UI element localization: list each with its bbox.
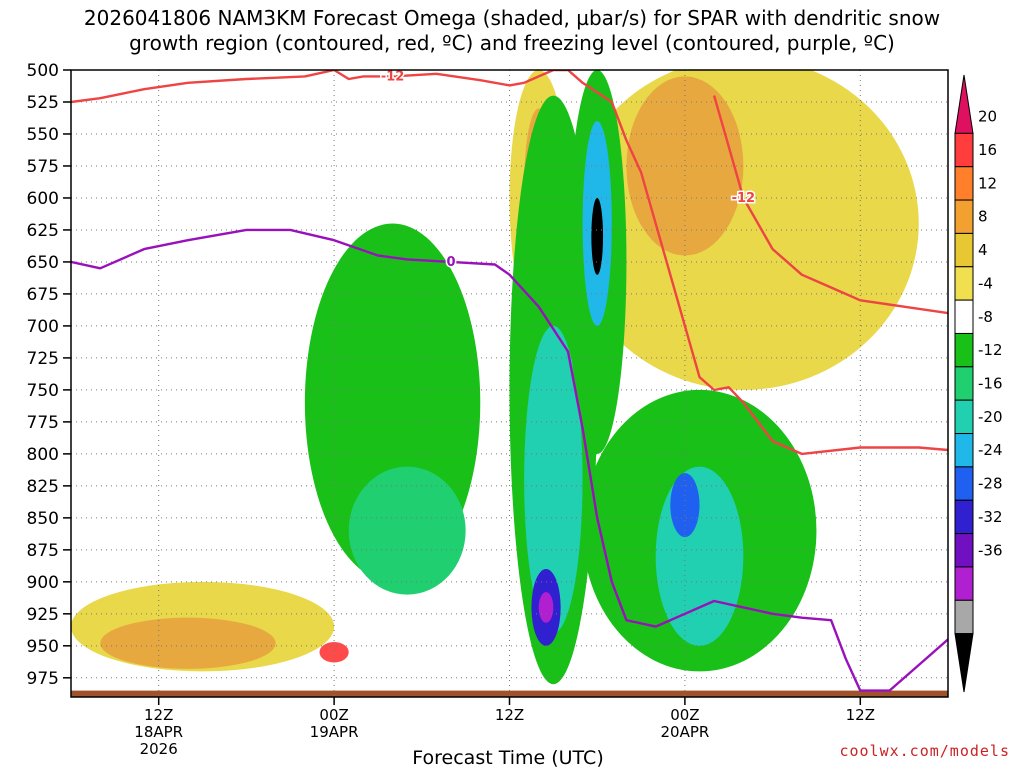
y-tick-525: 525 (27, 93, 59, 113)
y-tick-775: 775 (27, 413, 59, 433)
omega-region-10 (524, 325, 583, 634)
contour-2 (71, 228, 948, 692)
colorbar-swatch-10 (954, 433, 974, 468)
colorbar-swatch-2 (954, 166, 974, 201)
y-tick-950: 950 (27, 637, 59, 657)
omega-region-2 (319, 641, 349, 663)
colorbar-label--8: -8 (978, 308, 993, 326)
colorbar-swatch-6 (954, 299, 974, 334)
colorbar-swatch-13 (954, 533, 974, 568)
colorbar-label--36: -36 (978, 541, 1003, 559)
colorbar-swatch-9 (954, 399, 974, 435)
colorbar-swatch-7 (954, 332, 974, 368)
x-tick-42-line1: 00Z (670, 706, 699, 724)
x-tick-30-line1: 12Z (495, 706, 524, 724)
colorbar-swatch-1 (954, 132, 974, 168)
colorbar-bottom-arrow (954, 633, 974, 693)
colorbar-label-12: 12 (978, 174, 997, 192)
omega-shading (71, 70, 919, 685)
x-tick-6-line3: 2026 (140, 740, 178, 758)
colorbar-label-8: 8 (978, 208, 988, 226)
colorbar-swatch-5 (954, 266, 974, 301)
colorbar-swatch-4 (954, 232, 974, 268)
contour-0 (71, 70, 948, 456)
contour-label-1: -12 (732, 191, 756, 206)
chart-title-line1: 2026041806 NAM3KM Forecast Omega (shaded… (84, 6, 940, 30)
y-tick-925: 925 (27, 605, 59, 625)
x-tick-18-line1: 00Z (319, 706, 348, 724)
y-tick-750: 750 (27, 381, 59, 401)
x-tick-6-line1: 12Z (144, 706, 173, 724)
y-tick-600: 600 (27, 189, 59, 209)
y-tick-675: 675 (27, 285, 59, 305)
x-axis-title: Forecast Time (UTC) (412, 747, 603, 768)
contour-label-2: 0 (447, 255, 456, 270)
y-tick-625: 625 (27, 221, 59, 241)
y-tick-725: 725 (27, 349, 59, 369)
x-tick-18-line2: 19APR (310, 723, 359, 741)
colorbar-swatch-11 (954, 466, 974, 501)
y-tick-700: 700 (27, 317, 59, 337)
colorbar-swatch-12 (954, 499, 974, 535)
chart-title-line2: growth region (contoured, red, ºC) and f… (129, 31, 895, 55)
omega-region-17 (655, 466, 744, 646)
colorbar-label-20: 20 (978, 108, 997, 126)
y-tick-875: 875 (27, 541, 59, 561)
x-tick-6-line2: 18APR (134, 723, 183, 741)
colorbar-swatch-14 (954, 566, 974, 601)
colorbar-label--24: -24 (978, 441, 1003, 459)
omega-region-15 (591, 197, 604, 275)
colorbar-label--16: -16 (978, 375, 1003, 393)
contour-lines: -12 -12 0 (71, 69, 948, 692)
contour-1 (712, 95, 948, 315)
y-tick-850: 850 (27, 509, 59, 529)
colorbar-label--4: -4 (978, 274, 993, 292)
x-tick-54-line1: 12Z (846, 706, 875, 724)
colorbar-swatch-8 (954, 366, 974, 401)
colorbar-label-16: 16 (978, 141, 997, 159)
colorbar-swatch-15 (954, 599, 974, 635)
y-tick-650: 650 (27, 253, 59, 273)
colorbar-top-arrow (954, 74, 974, 134)
y-tick-550: 550 (27, 125, 59, 145)
colorbar-label--20: -20 (978, 408, 1003, 426)
terrain (71, 690, 948, 697)
grid-lines (71, 69, 948, 697)
y-tick-900: 900 (27, 573, 59, 593)
colorbar-label--12: -12 (978, 341, 1003, 359)
colorbar: 20 16 12 8 4 -4 -8 -12 -16 -20 -24 -28 -32 -36 (954, 74, 1003, 693)
terrain-fill (71, 690, 948, 697)
y-tick-975: 975 (27, 669, 59, 689)
colorbar-label-4: 4 (978, 241, 988, 259)
omega-region-12 (538, 592, 554, 623)
y-tick-500: 500 (27, 61, 59, 81)
y-tick-825: 825 (27, 477, 59, 497)
y-tick-575: 575 (27, 157, 59, 177)
y-tick-800: 800 (27, 445, 59, 465)
contour-label-0: -12 (381, 69, 405, 84)
omega-region-1 (100, 617, 276, 669)
colorbar-swatch-3 (954, 199, 974, 234)
x-tick-42-line2: 20APR (660, 723, 709, 741)
credit-text: coolwx.com/models (839, 742, 1010, 760)
colorbar-label--28: -28 (978, 475, 1003, 493)
omega-region-8 (348, 466, 466, 595)
y-axis: 500 525 550 575 600 625 650 675 700 725 750 775 800 8… (27, 61, 71, 689)
colorbar-label--32: -32 (978, 508, 1003, 526)
